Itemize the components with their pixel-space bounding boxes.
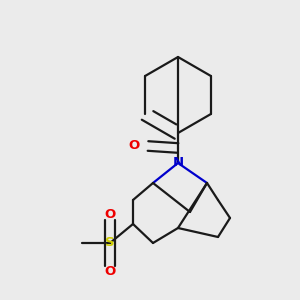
Text: O: O [128,139,140,152]
Text: O: O [104,208,116,221]
Text: S: S [105,236,115,250]
Text: O: O [104,265,116,278]
Text: N: N [172,157,184,169]
